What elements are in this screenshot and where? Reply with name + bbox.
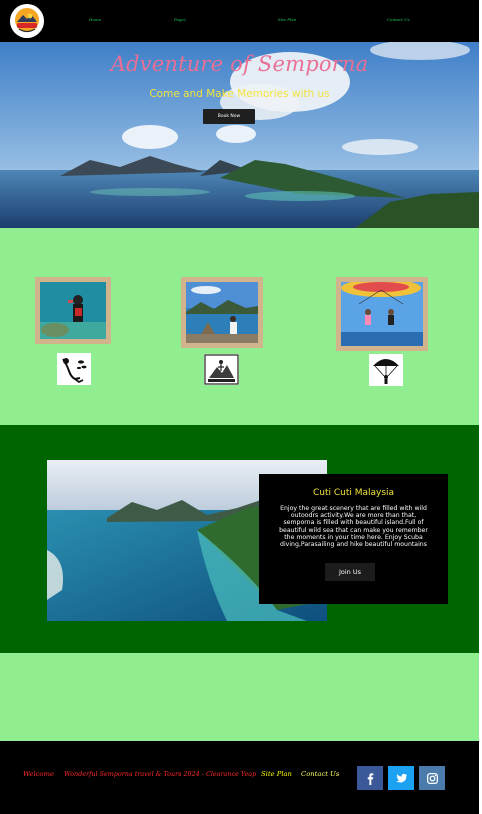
- parasailing-photo: [336, 277, 428, 351]
- promo-card: Cuti Cuti Malaysia Enjoy the great scene…: [259, 474, 448, 604]
- site-footer: Welcome Wonderful Semporna travel & Tour…: [0, 741, 479, 814]
- hero-title: Adventure of Semporna: [110, 52, 369, 76]
- join-us-button[interactable]: Join Us: [325, 563, 375, 581]
- nav-home-link[interactable]: Home: [89, 17, 102, 22]
- site-header: Home Page2 Site Plan Contact Us: [0, 0, 479, 42]
- hero-subtitle: Come and Make Memories with us: [149, 88, 330, 100]
- parasailing-icon: [369, 354, 403, 386]
- mountain-hiking-icon: [204, 354, 239, 385]
- nav-page2-link[interactable]: Page2: [174, 17, 187, 22]
- nav-contact-link[interactable]: Contact Us: [387, 17, 410, 22]
- scuba-diver-icon: [57, 353, 91, 385]
- facebook-icon[interactable]: [357, 766, 383, 790]
- footer-site-plan-link[interactable]: Site Plan: [261, 770, 292, 778]
- site-logo[interactable]: [10, 4, 44, 38]
- hero-banner: [0, 42, 479, 228]
- footer-welcome-link[interactable]: Welcome: [23, 770, 54, 778]
- promo-body-text: Enjoy the great scenery that are filled …: [279, 505, 428, 549]
- book-now-button[interactable]: Book Now: [203, 109, 255, 124]
- promo-title: Cuti Cuti Malaysia: [312, 488, 395, 498]
- scuba-diving-photo: [35, 277, 111, 344]
- hero-background-image: [0, 42, 479, 228]
- island-viewpoint-photo: [181, 277, 263, 348]
- nav-site-plan-link[interactable]: Site Plan: [278, 17, 297, 22]
- footer-contact-link[interactable]: Contact Us: [301, 770, 340, 778]
- instagram-icon[interactable]: [419, 766, 445, 790]
- twitter-icon[interactable]: [388, 766, 414, 790]
- green-spacer-band: [0, 653, 479, 741]
- activities-section: [0, 228, 479, 425]
- footer-copyright-text: Wonderful Semporna travel & Tours 2024 -…: [64, 770, 257, 778]
